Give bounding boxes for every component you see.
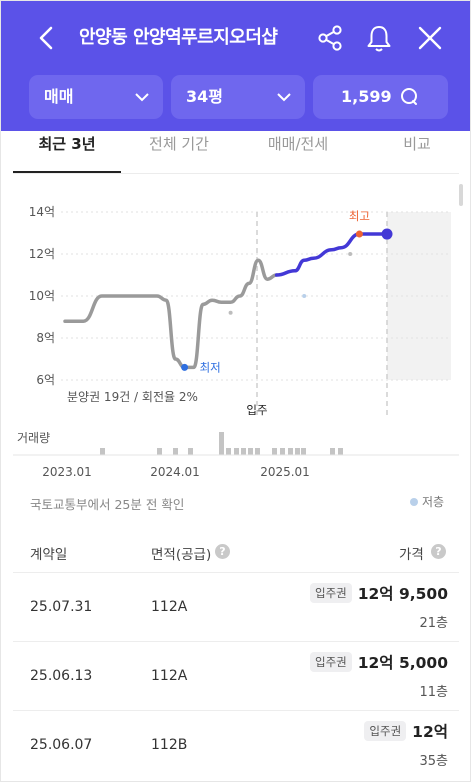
deal-type-dropdown[interactable]: 매매	[29, 75, 163, 119]
complex-count-label: 1,599	[341, 87, 392, 106]
supply-info: 분양권 19건 / 회전율 2%	[67, 390, 198, 404]
header-area: 면적(공급)	[151, 547, 212, 563]
page-title: 안양동 안양역푸르지오더샵	[79, 27, 278, 48]
back-icon[interactable]	[33, 23, 61, 53]
contract-date: 25.06.13	[30, 668, 93, 684]
price-line-before	[63, 258, 279, 370]
move-in-label: 입주	[246, 403, 267, 417]
scrollbar[interactable]	[459, 184, 463, 206]
price: 12억	[412, 723, 448, 741]
y-tick-label: 12억	[29, 247, 55, 261]
ticket-badge: 입주권	[309, 583, 352, 603]
volume-bar	[234, 448, 239, 455]
legend-low-floor: 저층	[422, 495, 445, 509]
area: 112B	[151, 737, 188, 753]
header-contract-date: 계약일	[30, 547, 68, 563]
table-row[interactable]: 25.06.13 112A 입주권 12억 5,000 11층	[13, 641, 459, 710]
price-cell: 입주권 12억 5,000	[309, 651, 448, 677]
tab-all-period[interactable]: 전체 기간	[149, 135, 209, 153]
volume-bar	[295, 448, 300, 455]
x-tick-label: 2025.01	[260, 465, 310, 479]
volume-bar	[280, 448, 285, 455]
ticket-badge: 입주권	[309, 652, 352, 672]
complex-count-button[interactable]: 1,599	[313, 75, 448, 119]
volume-bar	[288, 448, 293, 455]
volume-bar	[188, 448, 193, 455]
tab-sale-jeonse[interactable]: 매매/전세	[267, 135, 329, 153]
share-icon[interactable]	[315, 23, 345, 53]
y-tick-label: 8억	[36, 331, 55, 345]
tab-compare[interactable]: 비교	[403, 135, 431, 153]
chevron-down-icon	[277, 93, 291, 102]
volume-bar	[272, 448, 277, 455]
bell-icon[interactable]	[364, 23, 394, 53]
y-tick-label: 14억	[29, 205, 55, 219]
header-price: 가격	[399, 547, 424, 563]
volume-bar	[338, 448, 343, 455]
size-label: 34평	[186, 87, 223, 106]
low-marker	[181, 363, 189, 371]
volume-bar	[100, 448, 105, 455]
high-marker	[355, 230, 363, 238]
trade-point	[348, 252, 353, 256]
y-tick-label: 6억	[36, 373, 55, 387]
legend-dot-low-floor	[410, 498, 418, 506]
trade-point	[302, 294, 307, 298]
help-icon[interactable]: ?	[215, 544, 230, 559]
volume-bar	[173, 448, 178, 455]
price: 12억 5,000	[357, 654, 448, 672]
active-tab-indicator	[13, 171, 121, 173]
low-label: 최저	[200, 360, 221, 374]
volume-bar	[226, 448, 231, 455]
price-line-after	[274, 232, 389, 277]
volume-label: 거래량	[17, 431, 50, 445]
price: 12억 9,500	[357, 585, 448, 603]
volume-bar	[301, 448, 306, 455]
x-tick-label: 2024.01	[150, 465, 200, 479]
current-marker	[381, 228, 393, 240]
x-tick-label: 2023.01	[42, 465, 92, 479]
table-row[interactable]: 25.07.31 112A 입주권 12억 9,500 21층	[13, 572, 459, 641]
price-cell: 입주권 12억	[364, 720, 448, 746]
table-row[interactable]: 25.06.07 112B 입주권 12억 35층	[13, 710, 459, 779]
volume-bar	[330, 448, 335, 455]
price-cell: 입주권 12억 9,500	[309, 582, 448, 608]
help-icon[interactable]: ?	[431, 544, 446, 559]
close-icon[interactable]	[415, 23, 445, 53]
trade-point	[228, 310, 233, 315]
volume-bar	[157, 448, 162, 455]
floor: 21층	[419, 616, 448, 631]
contract-date: 25.06.07	[30, 737, 93, 753]
deal-type-label: 매매	[44, 87, 74, 106]
volume-bar	[248, 448, 253, 455]
ticket-badge: 입주권	[364, 721, 407, 741]
divider	[13, 173, 459, 174]
y-tick-label: 10억	[29, 289, 55, 303]
chevron-down-icon	[135, 93, 149, 102]
area: 112A	[151, 599, 188, 615]
high-label: 최고	[349, 209, 370, 223]
floor: 11층	[419, 685, 448, 700]
period-tabs: 최근 3년 전체 기간 매매/전세 비교	[1, 131, 470, 175]
search-icon	[401, 88, 417, 105]
size-dropdown[interactable]: 34평	[171, 75, 305, 119]
header: 안양동 안양역푸르지오더샵 매매 34평	[1, 1, 470, 131]
contract-date: 25.07.31	[30, 599, 93, 615]
volume-bar	[219, 432, 224, 455]
volume-bar	[241, 448, 246, 455]
area: 112A	[151, 668, 188, 684]
tab-recent-3y[interactable]: 최근 3년	[38, 135, 96, 153]
title-bar: 안양동 안양역푸르지오더샵	[1, 1, 470, 75]
source-note: 국토교통부에서 25분 전 확인	[30, 497, 185, 512]
floor: 35층	[419, 754, 448, 769]
volume-bar	[255, 448, 260, 455]
